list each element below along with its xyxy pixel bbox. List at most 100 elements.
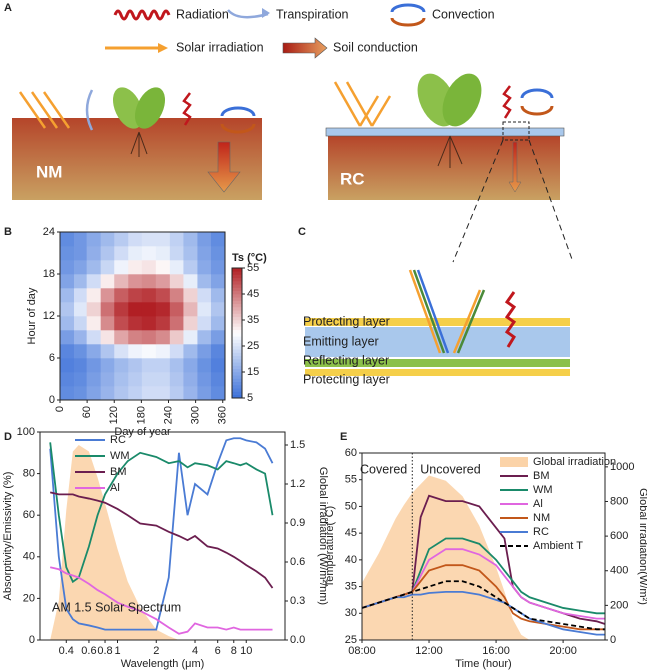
convection — [520, 105, 554, 116]
convection-icon — [390, 3, 426, 13]
heat-cell — [169, 372, 184, 387]
heat-cell — [128, 232, 143, 247]
series-line — [361, 580, 605, 631]
heat-cell — [183, 344, 198, 359]
y2-tick-label: 0.3 — [290, 595, 305, 607]
legend-label: Al — [110, 482, 120, 494]
heat-cell — [210, 302, 226, 317]
heat-cell — [141, 246, 157, 261]
colorbar-label: Ts (°C) — [232, 252, 267, 264]
heat-cell — [114, 344, 129, 359]
heat-cell — [114, 232, 129, 247]
heat-cell — [86, 288, 101, 303]
heat-cell — [86, 274, 101, 289]
colorbar-step — [232, 365, 242, 370]
y-tick-label: 0 — [29, 634, 35, 646]
x-tick-label: 60 — [81, 406, 93, 418]
heat-cell — [114, 274, 129, 289]
x-tick-label: 0.4 — [59, 645, 74, 657]
heat-cell — [155, 232, 171, 247]
heat-cell — [100, 288, 115, 303]
series-line — [361, 591, 605, 636]
colorbar-step — [232, 310, 242, 314]
heat-cell — [128, 386, 143, 401]
heat-cell — [169, 330, 184, 345]
heat-cell — [60, 232, 75, 247]
plot-frame — [361, 452, 606, 641]
legend-text: Radiation — [176, 7, 229, 21]
label: NM — [36, 162, 62, 181]
panel-label: C — [298, 226, 306, 238]
y-tick-label: 60 — [345, 447, 357, 459]
y2-axis-label: Global irradiation (W/m²/nm) — [317, 467, 329, 605]
colorbar-step — [232, 394, 242, 399]
sun-rays — [18, 91, 71, 129]
heat-cell — [86, 316, 101, 331]
heat-cell — [183, 288, 198, 303]
x-axis-label: Wavelength (μm) — [121, 658, 205, 670]
convection-icon — [390, 17, 426, 27]
colorbar-tick-label: 35 — [247, 314, 259, 326]
colorbar-step — [232, 300, 242, 305]
colorbar-step — [232, 290, 242, 295]
heat-cell — [100, 386, 115, 401]
zoom-box — [502, 121, 530, 141]
y2-tick-label: 1000 — [610, 461, 634, 473]
heat-cell — [169, 344, 184, 359]
heat-cell — [183, 358, 198, 373]
heat-cell — [74, 288, 87, 303]
colorbar-step — [232, 385, 242, 389]
legend-label: Al — [533, 498, 543, 510]
layer-label: Reflecting layer — [303, 353, 389, 367]
heat-cell — [183, 232, 198, 247]
colorbar-step — [232, 368, 242, 373]
heat-cell — [155, 302, 171, 317]
heat-cell — [197, 358, 212, 373]
layer-label: Protecting layer — [303, 372, 390, 386]
y-tick-label: 30 — [345, 607, 357, 619]
y2-tick-label: 600 — [610, 530, 628, 542]
heat-cell — [197, 344, 212, 359]
heat-cell — [100, 246, 115, 261]
x-tick-label: 08:00 — [348, 645, 376, 657]
x-tick-label: 0.6 — [81, 645, 96, 657]
legend-label: BM — [533, 470, 550, 482]
y2-tick-label: 400 — [610, 565, 628, 577]
colorbar-tick-label: 45 — [247, 288, 259, 300]
lettuce — [112, 87, 166, 157]
heat-cell — [197, 232, 212, 247]
heat-cell — [60, 358, 75, 373]
colorbar-step — [232, 329, 242, 334]
colorbar-step — [232, 313, 242, 318]
heat-cell — [86, 330, 101, 345]
heat-cell — [210, 386, 226, 401]
heat-cell — [86, 246, 101, 261]
sun-rays — [333, 81, 392, 127]
heat-cell — [128, 302, 143, 317]
x-tick-label: 0 — [54, 406, 66, 412]
heat-cell — [210, 274, 226, 289]
heat-cell — [114, 372, 129, 387]
heat-cell — [183, 330, 198, 345]
x-tick-label: 12:00 — [415, 645, 443, 657]
series-line — [49, 437, 274, 631]
heat-cell — [169, 386, 184, 401]
zoom-line — [528, 139, 574, 263]
y2-tick-label: 0 — [610, 634, 616, 646]
series-line — [49, 491, 274, 589]
label: RC — [340, 169, 365, 188]
y-tick-label: 40 — [23, 551, 35, 563]
heat-cell — [128, 246, 143, 261]
legend-text: Soil conduction — [333, 40, 418, 54]
y-tick-label: 18 — [43, 268, 55, 280]
panel-label: B — [4, 226, 12, 238]
heat-cell — [86, 358, 101, 373]
y2-tick-label: 1.2 — [290, 478, 305, 490]
y-tick-label: 60 — [23, 509, 35, 521]
layer-label: Protecting layer — [303, 314, 390, 328]
heat-cell — [114, 302, 129, 317]
heat-cell — [210, 316, 226, 331]
heat-cell — [74, 246, 87, 261]
heat-cell — [60, 372, 75, 387]
heat-cell — [141, 372, 157, 387]
